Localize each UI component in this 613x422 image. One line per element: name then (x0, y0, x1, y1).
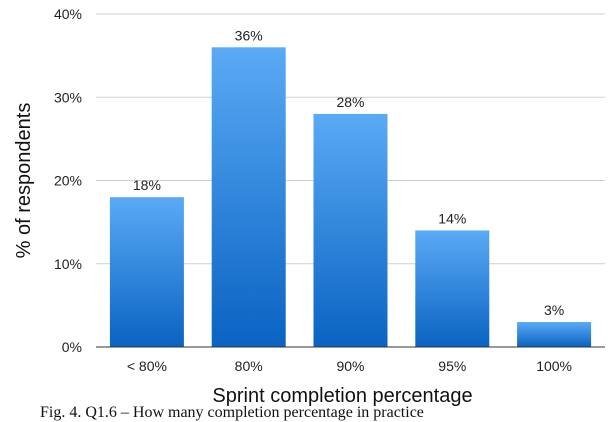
bar (415, 230, 490, 347)
x-tick-label: < 80% (127, 358, 167, 374)
bar-value-label: 28% (336, 94, 364, 110)
y-tick-label: 20% (54, 173, 82, 189)
figure-caption: Fig. 4. Q1.6 – How many completion perce… (40, 404, 424, 421)
y-tick-label: 10% (54, 256, 82, 272)
bars (109, 47, 592, 348)
x-axis-title: Sprint completion percentage (212, 385, 472, 407)
y-tick-label: 0% (62, 339, 82, 355)
x-tick-label: 90% (336, 358, 364, 374)
y-tick-label: 40% (54, 6, 82, 22)
bar-value-label: 18% (133, 177, 161, 193)
bar (109, 197, 184, 347)
bar (517, 322, 592, 347)
x-tick-label: 80% (235, 358, 263, 374)
x-tick-label: 95% (438, 358, 466, 374)
y-tick-label: 30% (54, 89, 82, 105)
y-axis-title: % of respondents (13, 103, 35, 259)
bar-value-label: 3% (544, 302, 564, 318)
x-axis-ticks: < 80% 80% 90% 95% 100% (127, 358, 572, 374)
bar (313, 113, 388, 348)
bar (211, 47, 286, 348)
data-labels: 18% 36% 28% 14% 3% (133, 27, 564, 318)
y-axis-ticks: 0% 10% 20% 30% 40% (54, 6, 82, 355)
x-tick-label: 100% (536, 358, 572, 374)
bar-value-label: 14% (438, 210, 466, 226)
bar-value-label: 36% (235, 27, 263, 43)
